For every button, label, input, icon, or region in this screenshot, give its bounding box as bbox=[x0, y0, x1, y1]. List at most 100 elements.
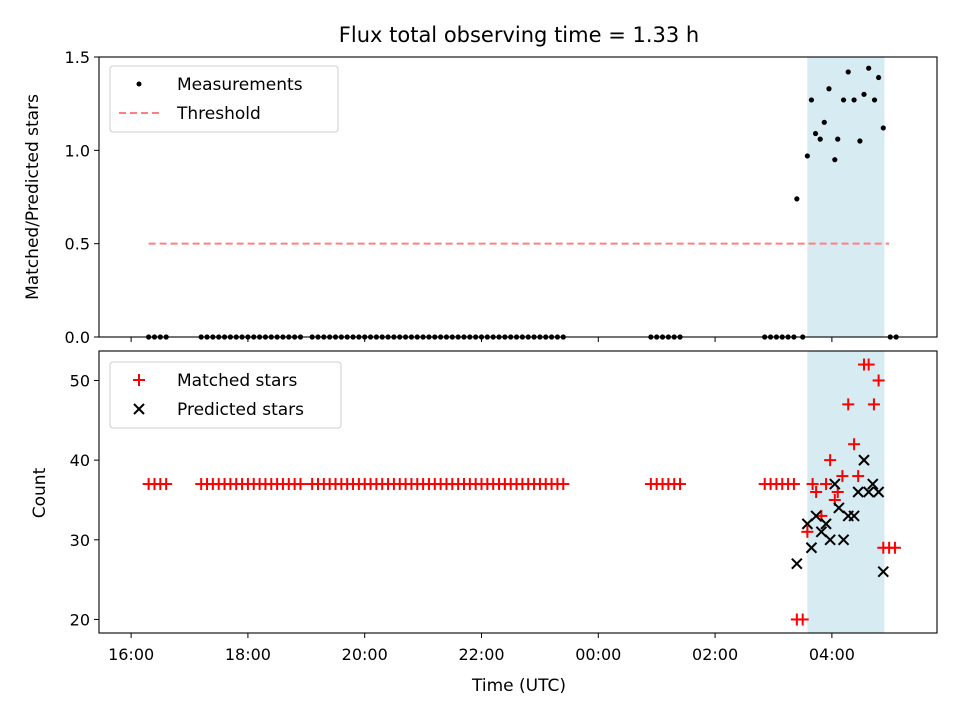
data-point bbox=[806, 478, 819, 491]
data-point-d2 bbox=[791, 557, 803, 570]
data-point bbox=[880, 125, 886, 131]
data-point-d2 bbox=[872, 486, 885, 498]
data-point bbox=[812, 130, 819, 137]
series-predicted-stars bbox=[791, 454, 889, 578]
data-point bbox=[791, 557, 803, 570]
data-point bbox=[862, 358, 875, 371]
x-axis-label: Time (UTC) bbox=[471, 676, 566, 696]
data-point bbox=[871, 97, 878, 103]
x-tick-label: 18:00 bbox=[225, 645, 271, 664]
ratio-plot-area bbox=[146, 65, 899, 340]
data-point-d2 bbox=[810, 510, 822, 522]
count-axes-frame bbox=[98, 350, 938, 634]
data-point-d2 bbox=[805, 542, 818, 554]
data-point bbox=[848, 510, 860, 522]
data-point-d2 bbox=[824, 534, 836, 546]
observing-window-span bbox=[807, 57, 885, 337]
data-point bbox=[821, 119, 827, 125]
data-point bbox=[801, 518, 814, 530]
data-point bbox=[876, 74, 882, 81]
legend-matched-marker bbox=[133, 374, 145, 386]
data-point bbox=[794, 196, 800, 202]
y-tick-label: 50 bbox=[70, 371, 90, 390]
data-point bbox=[872, 374, 885, 387]
chart-title: Flux total observing time = 1.33 h bbox=[339, 23, 699, 47]
count-panel: 20 30 40 50 16:00 18:00 20:00 22:00 00:00 02:00 0… bbox=[30, 350, 938, 696]
data-point-d2 bbox=[829, 478, 841, 490]
data-point bbox=[829, 478, 841, 490]
count-legend-box bbox=[109, 361, 342, 429]
data-point-d2 bbox=[858, 454, 870, 466]
legend-measurements-marker bbox=[136, 81, 142, 87]
x-tick-label: 22:00 bbox=[458, 645, 504, 664]
ratio-panel: 0.0 0.5 1.0 1.5 Matched/Predicted stars Mea… bbox=[23, 48, 938, 347]
data-point bbox=[160, 478, 173, 491]
data-point bbox=[845, 69, 851, 75]
data-point-d2 bbox=[820, 518, 832, 530]
data-point bbox=[824, 534, 836, 546]
data-point bbox=[557, 478, 570, 491]
ratio-legend-box bbox=[109, 65, 339, 133]
data-point bbox=[787, 478, 800, 491]
series-measurements bbox=[146, 65, 899, 340]
data-point bbox=[801, 525, 814, 538]
data-point-d2 bbox=[837, 534, 850, 546]
y-tick-label: 1.5 bbox=[65, 48, 90, 67]
data-point bbox=[835, 136, 841, 142]
legend-threshold-label: Threshold bbox=[176, 104, 261, 124]
data-point bbox=[836, 470, 849, 483]
data-point bbox=[877, 565, 889, 578]
data-point-d2 bbox=[833, 502, 845, 514]
legend-predicted-label: Predicted stars bbox=[177, 400, 304, 420]
data-point bbox=[810, 486, 823, 498]
data-point bbox=[888, 541, 901, 554]
data-point-d2 bbox=[877, 565, 889, 578]
x-tick-label: 16:00 bbox=[108, 645, 154, 664]
data-point bbox=[817, 136, 823, 142]
data-point bbox=[796, 613, 809, 626]
data-point bbox=[837, 534, 850, 546]
data-point-d2 bbox=[862, 486, 875, 498]
data-point-d2 bbox=[815, 526, 828, 538]
data-point bbox=[861, 91, 867, 97]
data-point bbox=[866, 65, 872, 71]
count-plot-area bbox=[142, 358, 901, 626]
y-tick-label: 0.0 bbox=[65, 328, 90, 347]
data-point-d2 bbox=[867, 478, 879, 490]
y-tick-label: 30 bbox=[70, 531, 90, 550]
x-tick-label: 04:00 bbox=[809, 645, 855, 664]
y-tick-label: 0.5 bbox=[65, 235, 90, 254]
ratio-y-ticks: 0.0 0.5 1.0 1.5 bbox=[65, 48, 99, 347]
data-point bbox=[810, 510, 822, 522]
x-tick-label: 20:00 bbox=[342, 645, 388, 664]
data-point bbox=[820, 478, 833, 491]
count-y-axis-label: Count bbox=[30, 467, 50, 518]
data-point bbox=[862, 486, 875, 498]
data-point bbox=[858, 454, 870, 466]
data-point bbox=[872, 486, 885, 498]
ratio-x-ticks bbox=[130, 337, 833, 342]
ratio-axes-frame bbox=[98, 56, 938, 338]
data-point bbox=[842, 398, 855, 411]
data-point bbox=[824, 454, 837, 467]
ratio-y-axis-label: Matched/Predicted stars bbox=[23, 94, 43, 300]
data-point bbox=[820, 518, 832, 530]
y-tick-label: 1.0 bbox=[65, 141, 90, 160]
count-legend: Matched stars Predicted stars bbox=[109, 361, 342, 429]
data-point-d2 bbox=[801, 518, 814, 530]
data-point bbox=[867, 398, 880, 411]
data-point bbox=[833, 502, 845, 514]
data-point bbox=[840, 97, 847, 103]
y-tick-label: 40 bbox=[70, 451, 90, 470]
data-point bbox=[867, 478, 879, 490]
legend-measurements-label: Measurements bbox=[177, 75, 303, 95]
data-point bbox=[832, 157, 838, 163]
data-point bbox=[815, 526, 828, 538]
data-point bbox=[852, 470, 865, 483]
y-tick-label: 20 bbox=[70, 610, 90, 629]
legend-predicted-marker bbox=[133, 403, 145, 415]
data-point bbox=[674, 478, 687, 491]
data-point bbox=[851, 97, 857, 103]
data-point-d2 bbox=[848, 510, 860, 522]
